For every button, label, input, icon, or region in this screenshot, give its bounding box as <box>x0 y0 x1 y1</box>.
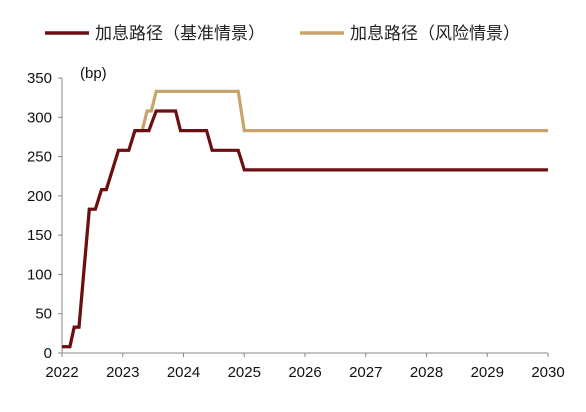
x-tick-label: 2023 <box>106 364 139 381</box>
y-tick-label: 100 <box>27 266 52 283</box>
x-tick-label: 2024 <box>167 364 200 381</box>
x-tick-label: 2026 <box>288 364 321 381</box>
x-tick-label: 2027 <box>349 364 382 381</box>
y-tick-label: 150 <box>27 227 52 244</box>
y-tick-label: 250 <box>27 149 52 166</box>
x-tick-label: 2029 <box>471 364 504 381</box>
axes <box>58 77 549 357</box>
y-tick-label: 200 <box>27 188 52 205</box>
y-axis-unit-label: (bp) <box>80 65 107 82</box>
y-tick-label: 350 <box>27 70 52 87</box>
legend-label: 加息路径（风险情景） <box>350 24 520 43</box>
legend-label: 加息路径（基准情景） <box>95 24 265 43</box>
x-tick-label: 2022 <box>45 364 78 381</box>
tick-labels: 0 50 100 150 200 250 300 350 2022 2023 2024 2025 202… <box>27 70 565 381</box>
x-tick-label: 2030 <box>531 364 564 381</box>
x-tick-label: 2028 <box>410 364 443 381</box>
y-tick-label: 300 <box>27 109 52 126</box>
y-tick-label: 0 <box>44 345 52 362</box>
x-tick-label: 2025 <box>228 364 261 381</box>
series-layer <box>62 89 548 349</box>
y-tick-label: 50 <box>35 306 52 323</box>
series-line-baseline <box>62 109 548 349</box>
legend: 加息路径（基准情景） 加息路径（风险情景） <box>45 24 520 43</box>
